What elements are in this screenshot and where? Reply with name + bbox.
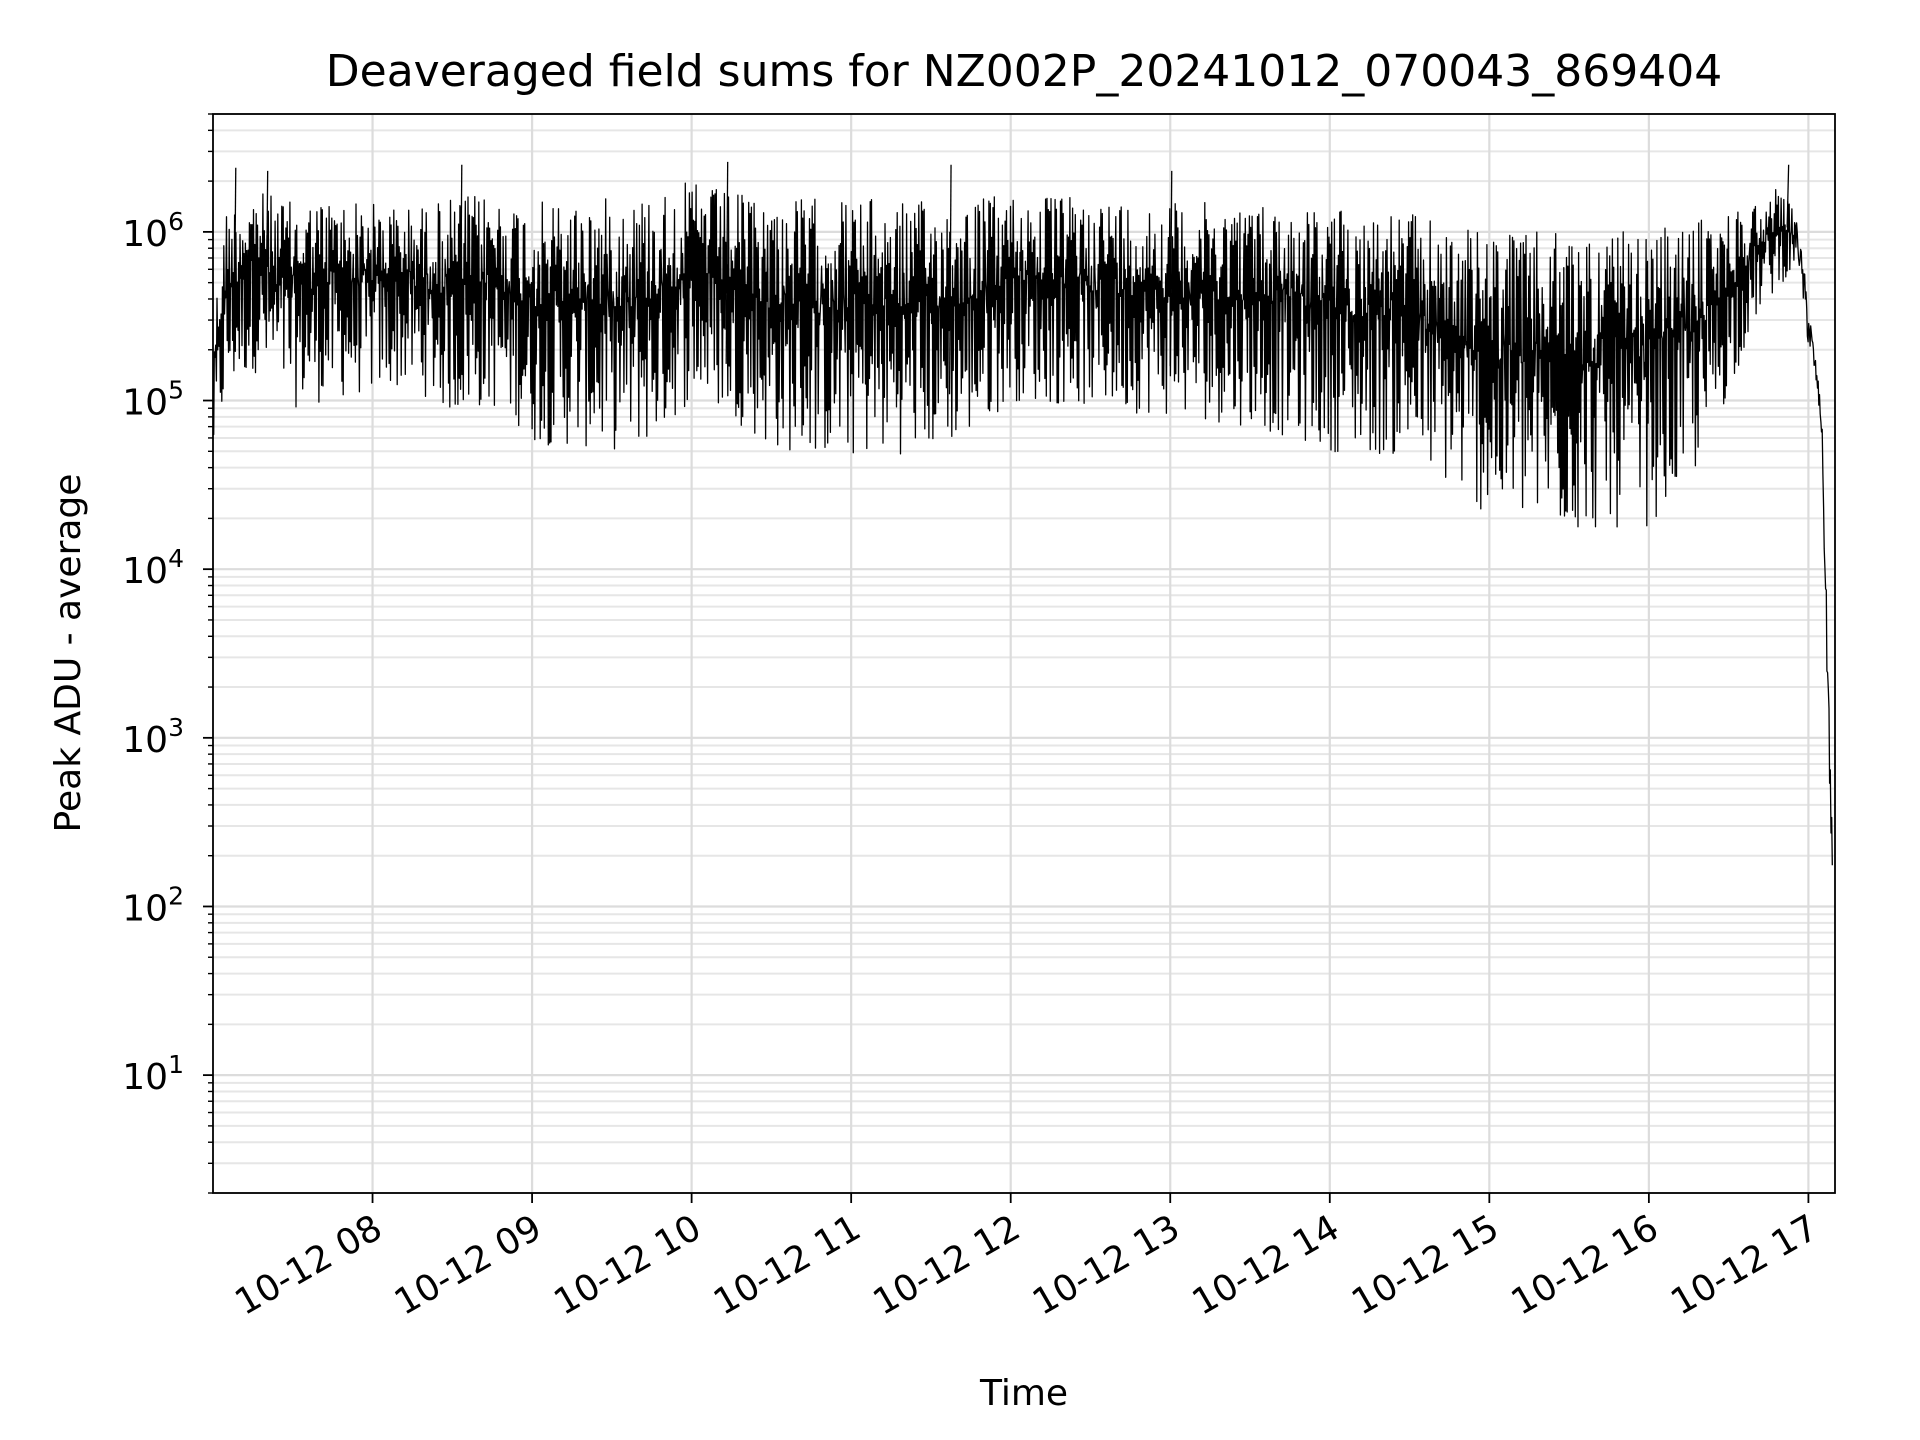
series-spike xyxy=(265,170,269,333)
y-tick-base: 10 xyxy=(122,214,168,255)
y-tick-label: 104 xyxy=(122,544,184,592)
y-tick-label: 106 xyxy=(122,207,184,255)
y-tick-label: 105 xyxy=(122,376,184,424)
y-tick-exponent: 3 xyxy=(168,713,184,742)
series-spike xyxy=(233,167,237,341)
series-line xyxy=(213,161,1833,866)
series-spike xyxy=(459,164,463,365)
series-spike xyxy=(725,161,729,364)
chart-title: Deaveraged field sums for NZ002P_2024101… xyxy=(326,46,1722,97)
y-tick-label: 102 xyxy=(122,881,184,929)
y-tick-base: 10 xyxy=(122,383,168,424)
x-axis-label: Time xyxy=(979,1373,1068,1414)
y-axis-label: Peak ADU - average xyxy=(48,474,89,833)
y-tick-base: 10 xyxy=(122,1057,168,1098)
y-tick-base: 10 xyxy=(122,551,168,592)
series-spike xyxy=(948,164,952,395)
y-tick-exponent: 2 xyxy=(168,881,184,910)
y-tick-exponent: 6 xyxy=(168,207,184,236)
y-tick-label: 103 xyxy=(122,713,184,761)
series-spike xyxy=(1169,170,1173,367)
y-tick-exponent: 4 xyxy=(168,544,184,573)
series-path xyxy=(213,182,1833,866)
y-tick-label: 101 xyxy=(122,1050,184,1098)
y-tick-base: 10 xyxy=(122,888,168,929)
y-tick-exponent: 5 xyxy=(168,376,184,405)
y-tick-exponent: 1 xyxy=(168,1050,184,1079)
plot-frame xyxy=(212,113,1836,1194)
y-tick-base: 10 xyxy=(122,720,168,761)
series-spike xyxy=(1786,164,1790,228)
